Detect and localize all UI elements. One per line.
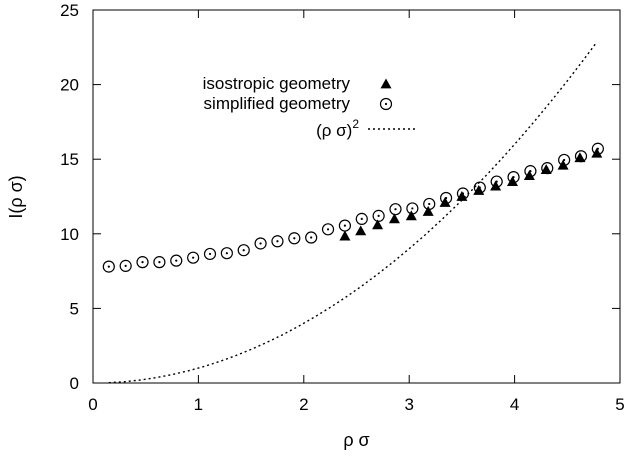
- data-point-simplified: [389, 203, 402, 216]
- data-point-simplified: [102, 260, 115, 273]
- data-point-isotropic: [422, 205, 434, 216]
- series-line-rho-sigma-squared: [108, 41, 598, 384]
- data-point-simplified: [321, 223, 335, 236]
- data-point-simplified: [305, 231, 318, 244]
- data-point-simplified: [136, 256, 149, 269]
- data-point-isotropic: [506, 176, 518, 186]
- legend-triangle-icon: [380, 78, 392, 89]
- legend-label-square: (ρ σ)2: [316, 117, 359, 140]
- data-point-isotropic: [388, 213, 400, 224]
- curve-layer: [108, 41, 598, 384]
- x-tick-label: 5: [615, 395, 624, 414]
- data-point-simplified: [288, 232, 301, 245]
- data-point-simplified: [423, 197, 436, 211]
- x-tick-label: 3: [404, 395, 413, 414]
- data-point-isotropic: [439, 196, 451, 207]
- data-point-simplified: [220, 247, 233, 260]
- y-tick-label: 10: [60, 225, 79, 244]
- x-tick-label: 2: [299, 395, 308, 414]
- data-point-isotropic: [372, 219, 384, 230]
- data-point-simplified: [237, 244, 250, 257]
- data-point-isotropic: [540, 164, 552, 175]
- data-point-isotropic: [574, 152, 586, 163]
- x-axis-label: ρ σ: [343, 430, 369, 450]
- data-point-isotropic: [339, 230, 351, 241]
- data-point-simplified: [254, 237, 267, 250]
- data-point-isotropic: [405, 210, 417, 221]
- data-point-simplified: [187, 251, 200, 264]
- y-tick-labels: 0 5 10 15 20 25: [60, 1, 79, 393]
- y-tick-label: 5: [70, 299, 79, 318]
- data-point-isotropic: [523, 170, 535, 181]
- legend-label-isotropic: isostropic geometry: [203, 74, 351, 93]
- y-tick-label: 25: [60, 1, 79, 20]
- data-point-isotropic: [355, 225, 367, 236]
- data-point-isotropic: [490, 180, 502, 191]
- x-tick-labels: 0 1 2 3 4 5: [88, 395, 624, 414]
- legend-label-square-base: (ρ σ): [316, 121, 352, 140]
- legend-marker-isotropic: [380, 78, 392, 89]
- data-point-isotropic: [473, 185, 485, 195]
- axis-ticks: [92, 9, 621, 384]
- x-tick-label: 0: [88, 395, 97, 414]
- y-tick-label: 15: [60, 150, 79, 169]
- data-point-isotropic: [591, 147, 603, 158]
- y-tick-label: 0: [70, 374, 79, 393]
- legend-label-simplified: simplified geometry: [204, 94, 351, 113]
- data-point-isotropic: [456, 191, 468, 201]
- legend-label-square-exponent: 2: [352, 117, 359, 131]
- legend: isostropic geometry simplified geometry …: [203, 74, 418, 140]
- data-point-simplified: [406, 202, 419, 215]
- data-point-simplified: [372, 209, 385, 222]
- data-point-simplified: [338, 219, 352, 232]
- plot-frame: [92, 9, 621, 384]
- points-layer: [102, 142, 604, 273]
- data-point-simplified: [271, 235, 284, 248]
- x-tick-label: 1: [194, 395, 203, 414]
- data-point-simplified: [170, 254, 183, 267]
- data-point-simplified: [119, 259, 132, 272]
- y-tick-label: 20: [60, 76, 79, 95]
- data-point-simplified: [153, 256, 166, 269]
- data-point-simplified: [355, 212, 368, 225]
- data-point-isotropic: [557, 159, 569, 170]
- legend-marker-simplified: [379, 97, 393, 111]
- legend-circle-icon: [379, 97, 393, 111]
- y-axis-label: I(ρ σ): [6, 175, 26, 218]
- data-point-simplified: [203, 247, 217, 261]
- x-tick-label: 4: [510, 395, 519, 414]
